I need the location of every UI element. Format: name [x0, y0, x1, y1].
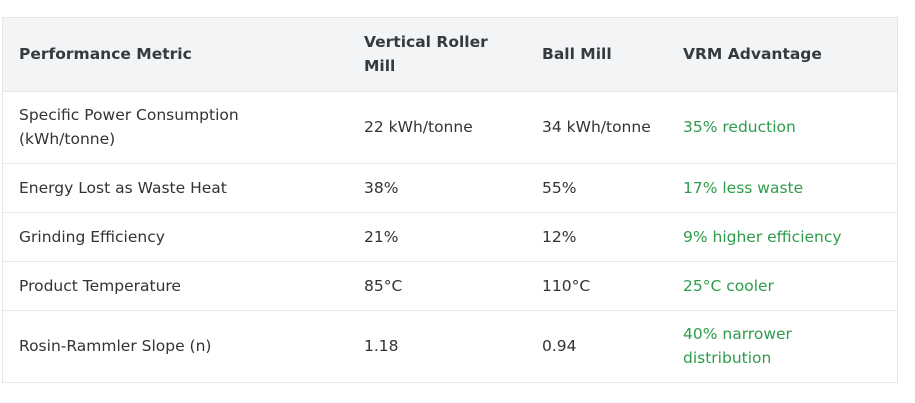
table-row: Specific Power Consumption (kWh/tonne) 2… [3, 90, 897, 163]
cell-ball-mill: 110°C [526, 260, 667, 310]
cell-advantage: 17% less waste [667, 162, 897, 212]
table-body: Specific Power Consumption (kWh/tonne) 2… [3, 90, 897, 382]
header-vrm-advantage: VRM Advantage [683, 45, 822, 64]
cell-ball-mill: 34 kWh/tonne [526, 90, 667, 163]
comparison-table: Performance Metric Vertical Roller Mill … [3, 18, 897, 382]
cell-ball-mill: 0.94 [526, 309, 667, 382]
cell-metric: Rosin-Rammler Slope (n) [3, 309, 348, 382]
table-header: Performance Metric Vertical Roller Mill … [3, 18, 897, 91]
cell-metric: Specific Power Consumption (kWh/tonne) [3, 90, 348, 163]
cell-advantage: 25°C cooler [667, 260, 897, 310]
cell-metric: Product Temperature [3, 260, 348, 310]
table-row: Energy Lost as Waste Heat 38% 55% 17% le… [3, 162, 897, 212]
cell-vrm: 21% [348, 211, 526, 261]
table-row: Rosin-Rammler Slope (n) 1.18 0.94 40% na… [3, 309, 897, 382]
header-row: Performance Metric Vertical Roller Mill … [3, 18, 897, 91]
header-vertical-roller-mill: Vertical Roller Mill [364, 33, 488, 76]
cell-ball-mill: 12% [526, 211, 667, 261]
cell-advantage: 9% higher efficiency [667, 211, 897, 261]
cell-vrm: 22 kWh/tonne [348, 90, 526, 163]
cell-vrm: 1.18 [348, 309, 526, 382]
cell-vrm: 85°C [348, 260, 526, 310]
cell-vrm: 38% [348, 162, 526, 212]
cell-ball-mill: 55% [526, 162, 667, 212]
cell-metric: Grinding Efficiency [3, 211, 348, 261]
header-ball-mill: Ball Mill [542, 45, 612, 64]
table-row: Grinding Efficiency 21% 12% 9% higher ef… [3, 211, 897, 261]
cell-metric: Energy Lost as Waste Heat [3, 162, 348, 212]
cell-advantage: 40% narrower distribution [667, 309, 897, 382]
header-performance-metric: Performance Metric [19, 45, 192, 64]
table-row: Product Temperature 85°C 110°C 25°C cool… [3, 260, 897, 310]
comparison-table-container: Performance Metric Vertical Roller Mill … [2, 17, 898, 383]
cell-advantage: 35% reduction [667, 90, 897, 163]
